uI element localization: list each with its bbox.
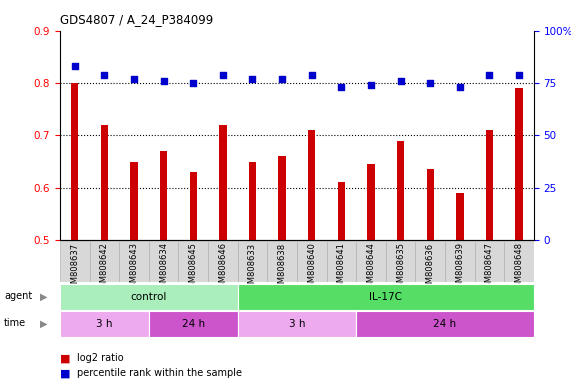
Text: GSM808641: GSM808641 bbox=[337, 242, 346, 293]
Text: 24 h: 24 h bbox=[433, 319, 457, 329]
Bar bbox=[415, 241, 445, 282]
Bar bbox=[130, 162, 138, 240]
Text: GSM808648: GSM808648 bbox=[514, 242, 524, 293]
Text: GSM808635: GSM808635 bbox=[396, 242, 405, 293]
Bar bbox=[427, 169, 434, 240]
Bar bbox=[149, 241, 178, 282]
Bar bbox=[60, 284, 238, 310]
Point bbox=[218, 71, 227, 78]
Bar bbox=[327, 241, 356, 282]
Point bbox=[278, 76, 287, 82]
Point bbox=[70, 63, 79, 70]
Bar bbox=[100, 125, 108, 240]
Text: GDS4807 / A_24_P384099: GDS4807 / A_24_P384099 bbox=[60, 13, 213, 26]
Bar bbox=[516, 88, 523, 240]
Bar bbox=[238, 284, 534, 310]
Text: agent: agent bbox=[4, 291, 32, 301]
Text: 3 h: 3 h bbox=[96, 319, 112, 329]
Bar bbox=[190, 172, 197, 240]
Text: IL-17C: IL-17C bbox=[369, 292, 403, 302]
Bar bbox=[90, 241, 119, 282]
Bar bbox=[367, 164, 375, 240]
Point bbox=[130, 76, 139, 82]
Text: control: control bbox=[131, 292, 167, 302]
Bar bbox=[119, 241, 149, 282]
Text: log2 ratio: log2 ratio bbox=[77, 353, 124, 363]
Text: ▶: ▶ bbox=[40, 291, 47, 301]
Bar bbox=[71, 83, 78, 240]
Text: GSM808638: GSM808638 bbox=[278, 242, 287, 293]
Bar bbox=[386, 241, 416, 282]
Bar bbox=[178, 241, 208, 282]
Bar bbox=[297, 241, 327, 282]
Bar bbox=[149, 311, 238, 337]
Text: GSM808640: GSM808640 bbox=[307, 242, 316, 293]
Point bbox=[396, 78, 405, 84]
Text: GSM808634: GSM808634 bbox=[159, 242, 168, 293]
Text: GSM808644: GSM808644 bbox=[367, 242, 376, 293]
Text: GSM808636: GSM808636 bbox=[426, 242, 435, 293]
Bar bbox=[337, 182, 345, 240]
Text: ■: ■ bbox=[60, 368, 70, 378]
Bar bbox=[219, 125, 227, 240]
Bar bbox=[456, 193, 464, 240]
Text: ▶: ▶ bbox=[40, 318, 47, 328]
Point bbox=[159, 78, 168, 84]
Bar bbox=[60, 311, 149, 337]
Text: GSM808645: GSM808645 bbox=[189, 242, 198, 293]
Text: GSM808643: GSM808643 bbox=[130, 242, 139, 293]
Text: GSM808646: GSM808646 bbox=[218, 242, 227, 293]
Bar bbox=[238, 241, 267, 282]
Point bbox=[425, 80, 435, 86]
Bar bbox=[397, 141, 404, 240]
Text: ■: ■ bbox=[60, 353, 70, 363]
Bar bbox=[486, 130, 493, 240]
Point bbox=[514, 71, 524, 78]
Text: GSM808639: GSM808639 bbox=[455, 242, 464, 293]
Bar bbox=[249, 162, 256, 240]
Bar bbox=[356, 241, 386, 282]
Point bbox=[485, 71, 494, 78]
Text: GSM808642: GSM808642 bbox=[100, 242, 109, 293]
Text: GSM808647: GSM808647 bbox=[485, 242, 494, 293]
Bar bbox=[504, 241, 534, 282]
Point bbox=[307, 71, 316, 78]
Point bbox=[455, 84, 464, 90]
Bar bbox=[238, 311, 356, 337]
Point bbox=[337, 84, 346, 90]
Text: GSM808637: GSM808637 bbox=[70, 242, 79, 293]
Point bbox=[188, 80, 198, 86]
Bar bbox=[279, 156, 286, 240]
Bar bbox=[60, 241, 90, 282]
Text: percentile rank within the sample: percentile rank within the sample bbox=[77, 368, 242, 378]
Point bbox=[248, 76, 257, 82]
Bar bbox=[356, 311, 534, 337]
Point bbox=[367, 82, 376, 88]
Text: GSM808633: GSM808633 bbox=[248, 242, 257, 293]
Text: time: time bbox=[4, 318, 26, 328]
Point bbox=[100, 71, 109, 78]
Bar bbox=[445, 241, 475, 282]
Bar bbox=[160, 151, 167, 240]
Bar bbox=[308, 130, 315, 240]
Text: 3 h: 3 h bbox=[289, 319, 305, 329]
Bar bbox=[267, 241, 297, 282]
Text: 24 h: 24 h bbox=[182, 319, 205, 329]
Bar bbox=[208, 241, 238, 282]
Bar bbox=[475, 241, 504, 282]
